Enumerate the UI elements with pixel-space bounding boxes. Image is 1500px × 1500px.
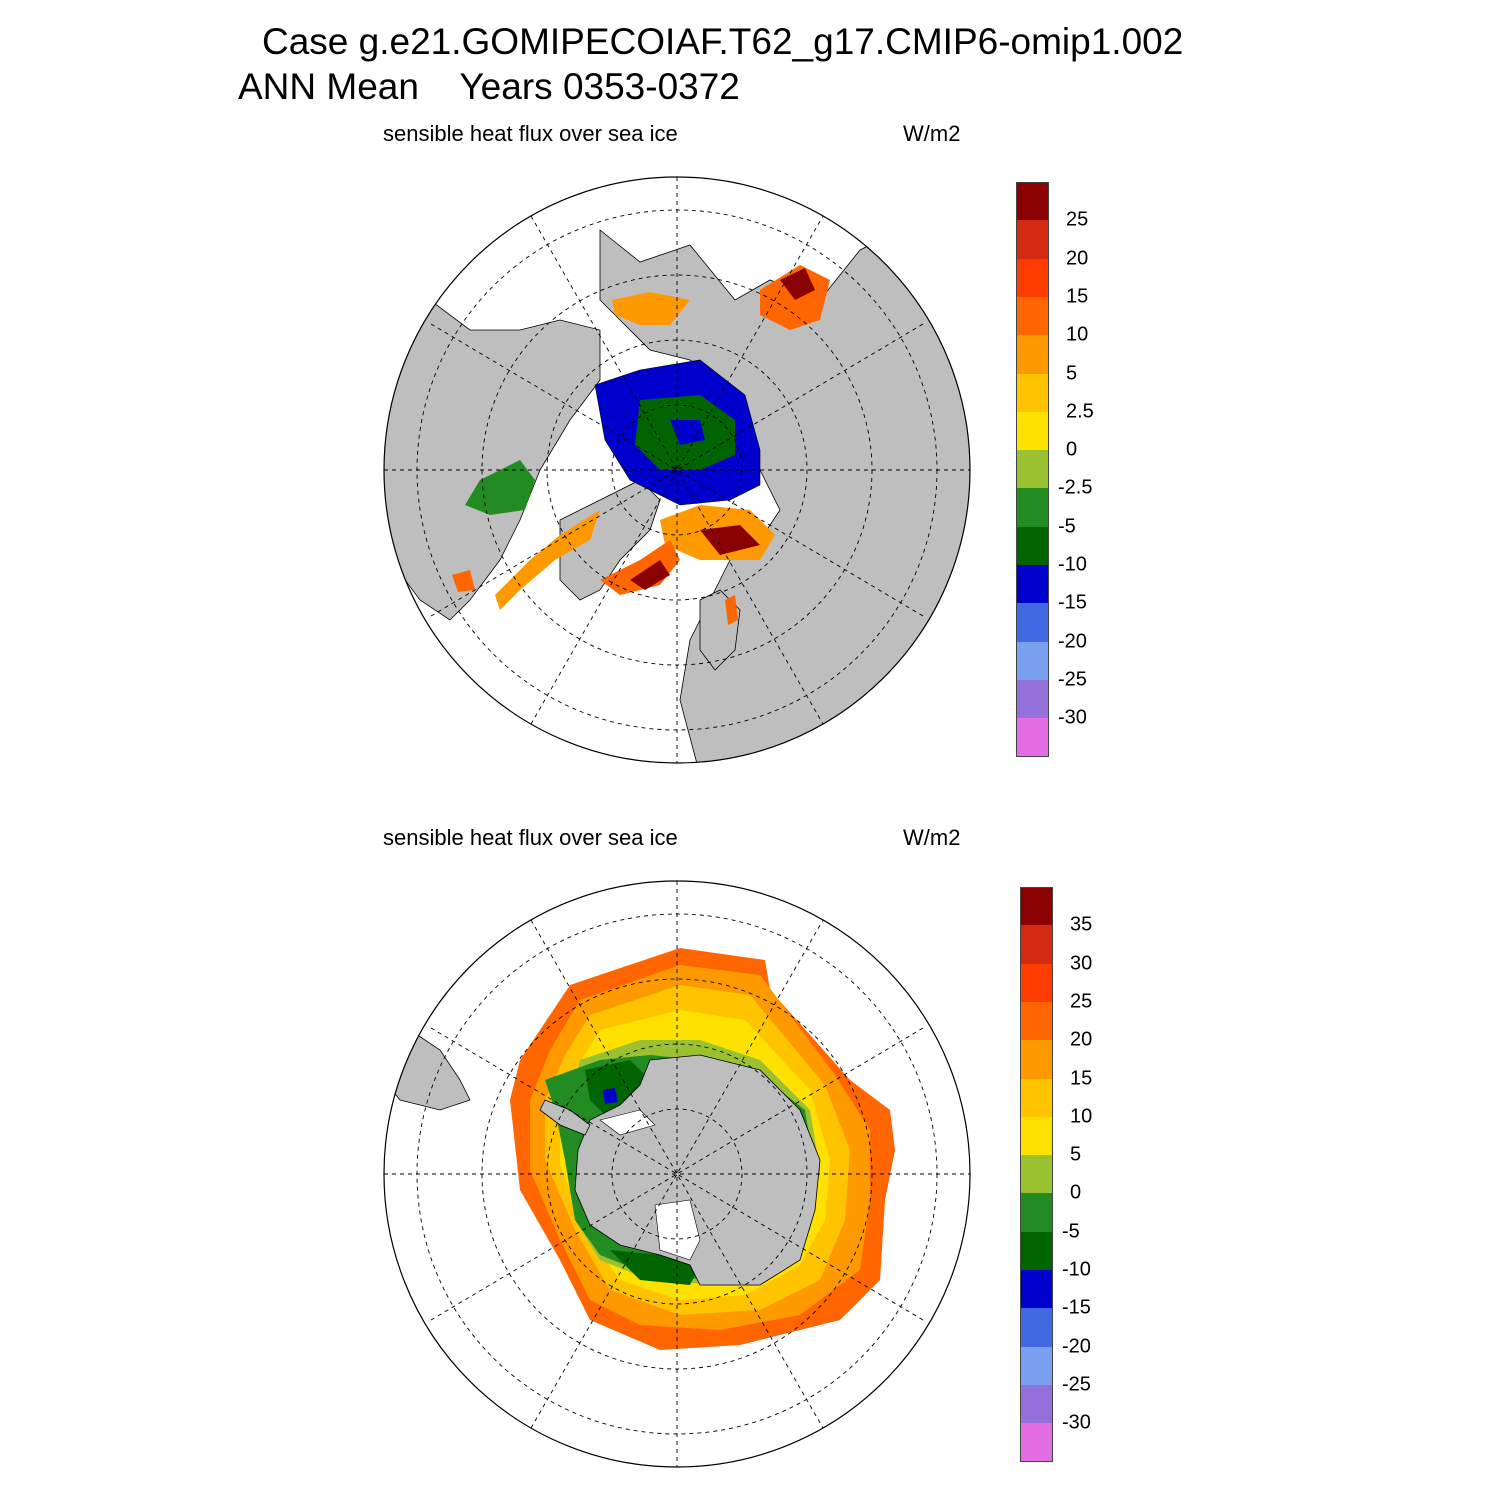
colorbar-tick-label: 2.5 (1066, 400, 1094, 423)
south-ice-ross (610, 1250, 700, 1285)
colorbar-swatch (1020, 1270, 1053, 1309)
colorbar-swatch (1020, 963, 1053, 1003)
south-map-border (383, 880, 971, 1468)
colorbar-swatch (1020, 1423, 1053, 1462)
colorbar-swatch (1016, 411, 1049, 451)
colorbar-tick-label: -25 (1058, 668, 1087, 691)
colorbar-swatch (1016, 603, 1049, 643)
south-ice-shelf-weddell (599, 1109, 656, 1136)
colorbar-tick-label: -2.5 (1058, 476, 1093, 499)
colorbar-tick-label: 25 (1066, 208, 1089, 231)
colorbar-tick-label: -25 (1062, 1373, 1091, 1396)
north-ice-bering (612, 292, 690, 325)
north-ice-hudson (465, 460, 535, 515)
south-ice-shelf-ross (654, 1199, 701, 1261)
colorbar-tick-label: -15 (1062, 1296, 1091, 1319)
colorbar-swatch (1020, 1155, 1053, 1194)
north-ice-greenland-sea (600, 540, 680, 595)
colorbar-tick-label: 35 (1070, 913, 1093, 936)
colorbar-swatch (1016, 641, 1049, 681)
north-map-border (383, 176, 971, 764)
colorbar-tick-label: -5 (1058, 515, 1076, 538)
north-polar-map (384, 177, 970, 763)
north-ice-green2 (670, 420, 705, 445)
colorbar-swatch (1016, 526, 1049, 566)
south-panel-units: W/m2 (903, 825, 961, 850)
colorbar-swatch (1016, 182, 1049, 221)
colorbar-swatch (1016, 373, 1049, 413)
colorbar-swatch (1016, 679, 1049, 719)
colorbar-swatch (1020, 1040, 1053, 1079)
north-ice-gulf (452, 570, 475, 592)
colorbar-tick-label: -10 (1062, 1258, 1091, 1281)
colorbar-swatch (1016, 565, 1049, 604)
colorbar-tick-label: -5 (1062, 1220, 1080, 1243)
north-panel-units: W/m2 (903, 121, 961, 146)
colorbar-tick-label: 15 (1066, 285, 1089, 308)
south-panel-title: sensible heat flux over sea ice (383, 825, 678, 850)
colorbar-tick-label: 20 (1070, 1028, 1093, 1051)
north-graticule (384, 177, 970, 763)
colorbar-swatch (1016, 450, 1049, 489)
colorbar-swatch (1020, 1001, 1053, 1041)
colorbar-swatch (1016, 296, 1049, 336)
colorbar-tick-label: -20 (1062, 1335, 1091, 1358)
colorbar-swatch (1020, 1078, 1053, 1118)
colorbar-swatch (1016, 258, 1049, 298)
colorbar-swatch (1020, 1308, 1053, 1348)
colorbar-tick-label: 20 (1066, 247, 1089, 270)
colorbar-tick-label: -10 (1058, 553, 1087, 576)
colorbar-swatch (1016, 335, 1049, 374)
colorbar-tick-label: 5 (1066, 362, 1078, 384)
colorbar-swatch (1020, 1231, 1053, 1271)
north-ice-baffin (495, 510, 600, 610)
colorbar-swatch (1020, 1384, 1053, 1424)
colorbar-tick-label: 10 (1066, 323, 1089, 346)
colorbar-swatch (1016, 488, 1049, 528)
colorbar-tick-label: 25 (1070, 990, 1093, 1013)
colorbar-tick-label: 5 (1070, 1143, 1082, 1166)
colorbar-tick-label: 10 (1070, 1105, 1093, 1128)
north-ice-greenland-hot (630, 560, 670, 590)
colorbar-swatch (1020, 1193, 1053, 1233)
north-panel-title: sensible heat flux over sea ice (383, 121, 678, 146)
colorbar-tick-label: -30 (1062, 1411, 1091, 1434)
colorbar-tick-label: -15 (1058, 591, 1087, 614)
north-ice-okhotsk-hot (780, 268, 815, 300)
colorbar-tick-label: 0 (1070, 1181, 1082, 1204)
colorbar-swatch (1016, 718, 1049, 757)
colorbar-swatch (1020, 1346, 1053, 1386)
period-title: ANN Mean Years 0353-0372 (238, 66, 740, 107)
colorbar-swatch (1020, 887, 1053, 926)
north-ice-baltic (725, 595, 738, 625)
south-graticule (384, 881, 970, 1467)
colorbar-tick-label: 15 (1070, 1067, 1093, 1089)
colorbar-tick-label: 0 (1066, 438, 1078, 461)
colorbar-swatch (1020, 1116, 1053, 1156)
south-polar-map (384, 881, 970, 1467)
north-ice-barents-hot (700, 525, 760, 555)
case-title: Case g.e21.GOMIPECOIAF.T62_g17.CMIP6-omi… (262, 21, 1184, 62)
colorbar-tick-label: 30 (1070, 952, 1093, 975)
colorbar-tick-label: -30 (1058, 706, 1087, 729)
colorbar-tick-label: -20 (1058, 630, 1087, 653)
colorbar-swatch (1020, 925, 1053, 965)
north-land-greenland (559, 479, 661, 601)
colorbar-swatch (1016, 220, 1049, 260)
south-ice-weddell-core (603, 1088, 618, 1104)
